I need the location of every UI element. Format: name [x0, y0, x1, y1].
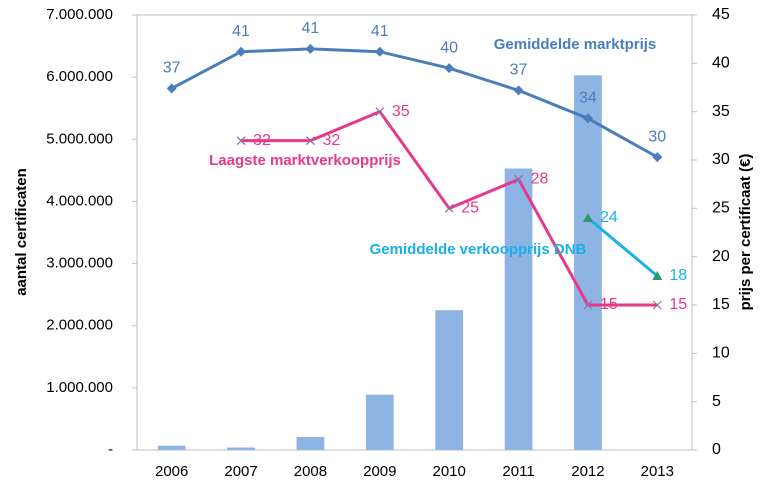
y-tick-label: 5.000.000 — [46, 130, 113, 147]
y-tick-label: 7.000.000 — [46, 6, 113, 23]
y2-tick-label: 10 — [712, 345, 730, 362]
marker — [375, 107, 385, 117]
x-tick-label: 2013 — [641, 463, 674, 480]
marker — [236, 46, 247, 57]
data-label: 34 — [579, 90, 597, 107]
y2-tick-label: 40 — [712, 55, 730, 72]
bar — [157, 445, 186, 450]
series-label: Gemiddelde verkoopprijs DNB — [370, 241, 587, 258]
x-tick-label: 2012 — [571, 463, 604, 480]
x-tick-label: 2009 — [363, 463, 396, 480]
marker — [582, 213, 593, 222]
plot-border — [136, 14, 693, 451]
data-label: 15 — [669, 296, 687, 313]
x-tick-label: 2008 — [294, 463, 327, 480]
line — [586, 216, 659, 278]
bar — [227, 447, 255, 450]
marker — [444, 203, 454, 213]
data-label: 41 — [371, 23, 389, 40]
y2-tick-label: 0 — [712, 441, 721, 458]
bar — [504, 168, 533, 450]
data-label: 41 — [232, 23, 250, 40]
y2-tick-label: 45 — [712, 6, 730, 23]
marker — [236, 136, 246, 146]
y-tick-label: 1.000.000 — [46, 379, 113, 396]
marker — [582, 113, 593, 124]
marker — [514, 174, 523, 184]
series-label: Laagste marktverkoopprijs — [209, 152, 401, 169]
y2-tick-label: 15 — [712, 296, 730, 313]
data-label: 30 — [648, 128, 666, 145]
line — [170, 47, 659, 159]
x-tick-label: 2007 — [224, 463, 257, 480]
marker — [306, 136, 315, 146]
marker — [583, 300, 593, 310]
marker — [652, 152, 663, 163]
x-tick-label: 2011 — [502, 463, 534, 480]
bar — [365, 394, 394, 450]
y-tick-label: 6.000.000 — [46, 68, 113, 85]
data-label: 37 — [510, 62, 528, 79]
data-label: 28 — [531, 171, 549, 188]
y2-tick-label: 20 — [712, 248, 730, 265]
marker — [374, 46, 385, 57]
marker — [652, 271, 663, 280]
data-label: 18 — [669, 267, 687, 284]
data-label: 32 — [322, 132, 340, 149]
data-label: 35 — [392, 103, 410, 120]
data-label: 41 — [302, 20, 320, 37]
bar — [296, 436, 325, 450]
y2-tick-label: 25 — [712, 200, 730, 217]
data-label: 32 — [253, 132, 271, 149]
y2-tick-label: 30 — [712, 151, 730, 168]
bar — [574, 75, 602, 451]
y-axis-label: aantal certificaten — [13, 168, 30, 296]
data-label: 15 — [600, 296, 618, 313]
y2-tick-label: 35 — [712, 103, 730, 120]
marker — [305, 43, 316, 54]
data-label: 25 — [461, 200, 479, 217]
data-label: 40 — [440, 39, 458, 56]
marker — [166, 83, 177, 94]
series-label: Gemiddelde marktprijs — [494, 36, 657, 53]
data-label: 24 — [600, 209, 618, 226]
y-tick-label: - — [108, 441, 113, 458]
y-tick-label: 2.000.000 — [46, 317, 113, 334]
y2-axis-label: prijs per certificaat (€) — [737, 154, 754, 311]
y2-tick-label: 5 — [712, 393, 721, 410]
y-tick-label: 4.000.000 — [46, 192, 113, 209]
marker — [513, 85, 524, 96]
marker — [444, 63, 455, 74]
data-label: 37 — [163, 60, 181, 77]
bar — [435, 310, 464, 450]
x-tick-label: 2006 — [155, 463, 188, 480]
y-tick-label: 3.000.000 — [46, 255, 113, 272]
marker — [652, 300, 662, 310]
x-tick-label: 2010 — [433, 463, 466, 480]
